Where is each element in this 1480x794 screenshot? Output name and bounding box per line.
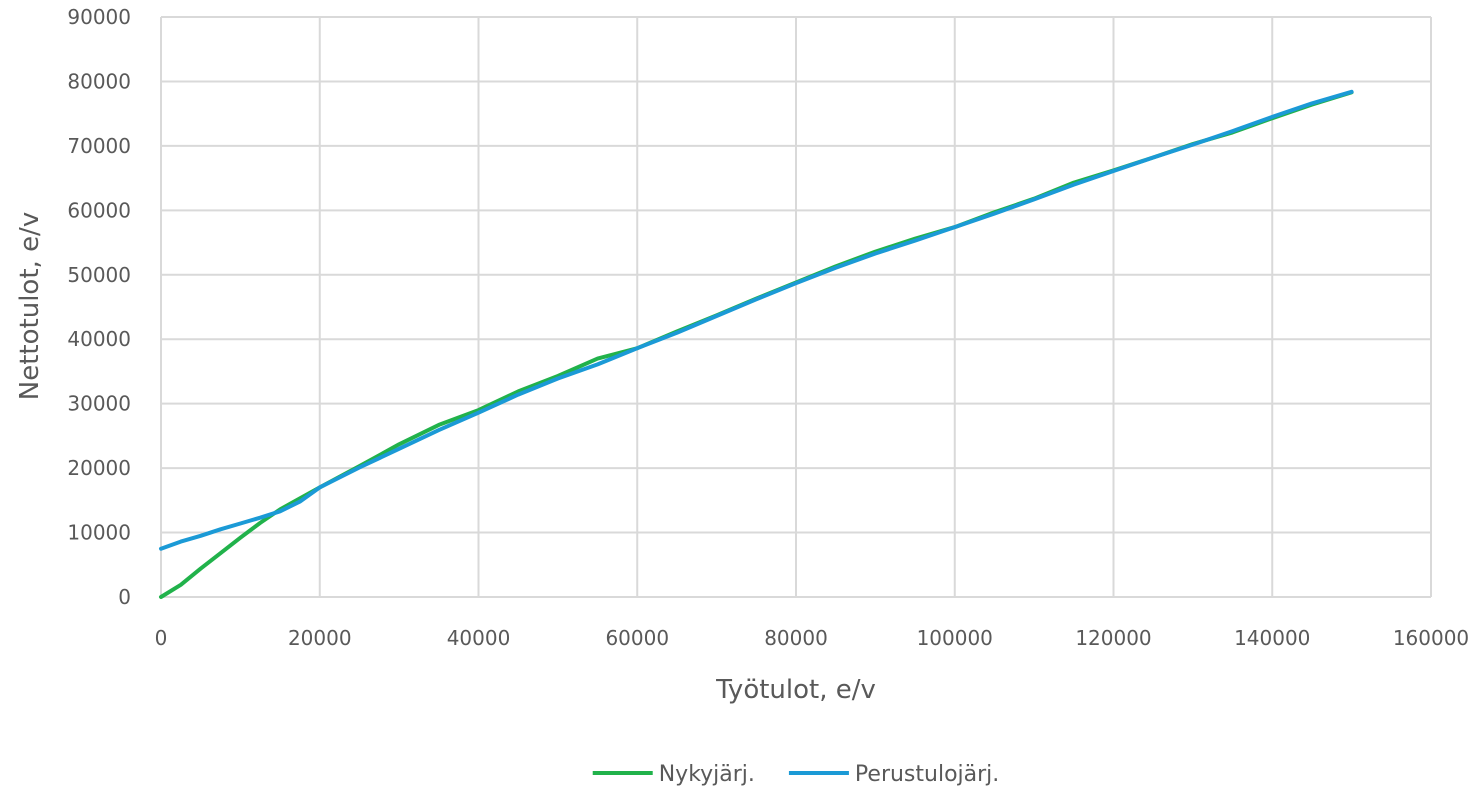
y-tick-label: 90000 xyxy=(67,5,131,29)
y-axis-tick-labels: 0 10000 20000 30000 40000 50000 60000 70000 8000… xyxy=(67,5,131,609)
y-axis-title: Nettotulot, e/v xyxy=(15,212,45,400)
y-tick-label: 70000 xyxy=(67,134,131,158)
y-tick-label: 50000 xyxy=(67,263,131,287)
series-line xyxy=(159,89,1354,551)
x-tick-label: 40000 xyxy=(447,626,511,650)
x-axis-title: Työtulot, e/v xyxy=(715,675,876,705)
x-tick-label: 120000 xyxy=(1075,626,1151,650)
y-tick-label: 40000 xyxy=(67,327,131,351)
x-axis-tick-labels: 0 20000 40000 60000 80000 100000 120000 140000 1… xyxy=(155,626,1470,650)
x-tick-label: 160000 xyxy=(1393,626,1469,650)
y-tick-label: 80000 xyxy=(67,69,131,93)
y-tick-label: 10000 xyxy=(67,521,131,545)
legend: Nykyjärj. Perustulojärj. xyxy=(592,762,999,787)
y-tick-label: 0 xyxy=(118,585,131,609)
legend-label: Perustulojärj. xyxy=(855,762,999,787)
x-tick-label: 80000 xyxy=(764,626,828,650)
legend-label: Nykyjärj. xyxy=(659,762,755,787)
x-tick-label: 140000 xyxy=(1234,626,1310,650)
y-tick-label: 20000 xyxy=(67,456,131,480)
y-tick-label: 60000 xyxy=(67,198,131,222)
gridlines xyxy=(160,16,1432,598)
x-tick-label: 100000 xyxy=(917,626,993,650)
series-lines xyxy=(159,89,1354,599)
x-tick-label: 60000 xyxy=(605,626,669,650)
x-tick-label: 0 xyxy=(155,626,168,650)
series-line xyxy=(159,90,1354,599)
y-tick-label: 30000 xyxy=(67,392,131,416)
x-tick-label: 20000 xyxy=(288,626,352,650)
